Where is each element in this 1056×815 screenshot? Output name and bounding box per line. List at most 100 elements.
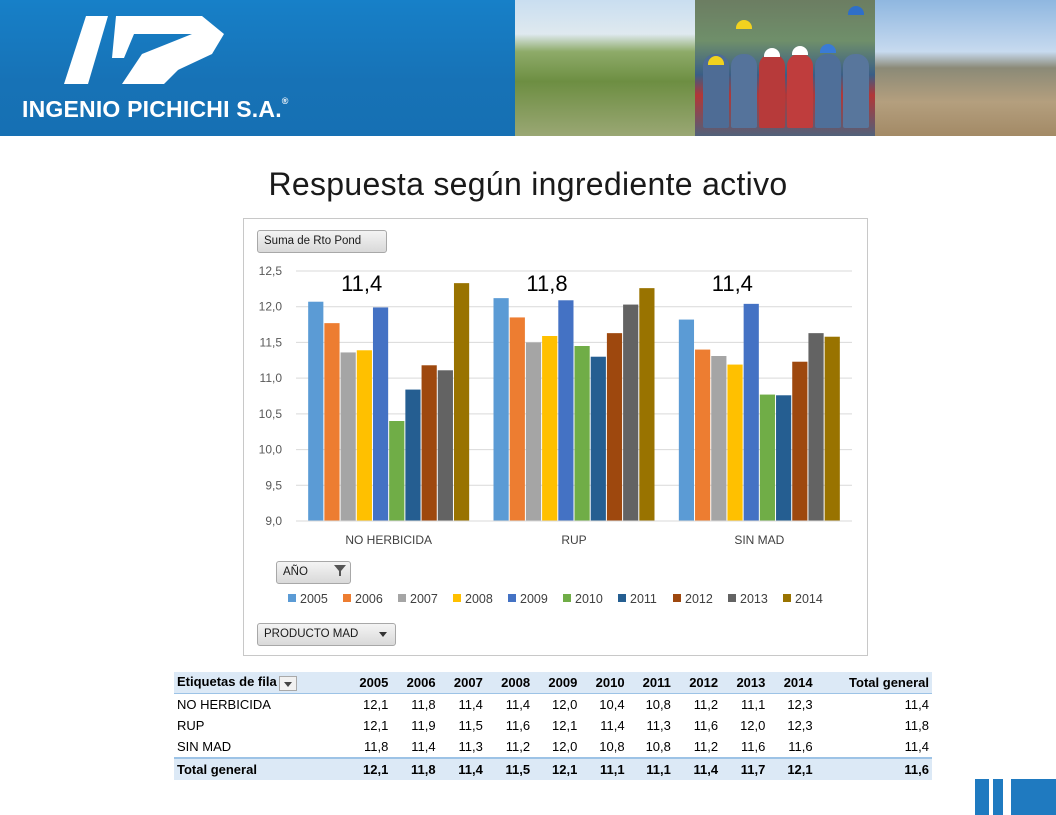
table-cell: 12,3 (787, 718, 813, 734)
bar (606, 333, 623, 521)
legend-label: 2009 (520, 592, 548, 606)
row-label[interactable]: NO HERBICIDA (177, 697, 271, 712)
total-cell: 12,1 (533, 757, 581, 780)
table-cell: 12,1 (363, 718, 389, 734)
column-header: 2012 (673, 672, 722, 694)
table-cell: 11,1 (741, 697, 766, 712)
bar (356, 350, 372, 521)
decor-bar (993, 779, 1003, 815)
company-name: INGENIO PICHICHI S.A.® (22, 96, 289, 123)
total-row-label: Total general (174, 757, 345, 780)
table-cell: 11,5 (458, 718, 483, 734)
table-cell: 11,3 (458, 739, 483, 755)
cane-field-photo (515, 0, 695, 136)
bar (389, 421, 405, 521)
table-cell: 11,9 (411, 718, 436, 734)
group-average-annotation: 11,4 (712, 271, 753, 296)
column-header: 2014 (768, 672, 816, 694)
legend-label: 2005 (300, 592, 328, 606)
bar (678, 319, 695, 521)
total-cell: 11,7 (721, 757, 769, 780)
row-labels-header-text: Etiquetas de fila (177, 674, 277, 690)
y-tick-label: 12,5 (259, 264, 283, 278)
pivot-table: Etiquetas de fila 2005 2006 2007 2008 2009 20… (174, 672, 932, 780)
row-label[interactable]: SIN MAD (177, 739, 232, 755)
table-cell: 11,2 (693, 739, 719, 755)
y-tick-label: 12,0 (259, 300, 283, 314)
pivot-header-row: Etiquetas de fila 2005 2006 2007 2008 2009 20… (174, 672, 932, 694)
bar (743, 303, 759, 521)
bar (437, 370, 453, 521)
legend-label: 2011 (630, 592, 657, 606)
column-header: Total general (815, 672, 932, 694)
table-cell: 11,6 (505, 718, 531, 734)
bar (623, 304, 639, 521)
group-average-annotation: 11,4 (341, 271, 382, 296)
bar (405, 389, 421, 521)
legend-label: 2013 (740, 592, 768, 606)
column-header: 2009 (533, 672, 581, 694)
registered-mark: ® (281, 96, 289, 106)
y-tick-label: 10,5 (259, 407, 283, 421)
table-cell: 12,0 (740, 718, 766, 734)
table-cell: 11,4 (904, 697, 929, 712)
y-tick-label: 9,5 (265, 478, 282, 492)
legend-label: 2014 (795, 592, 823, 606)
column-header: 2007 (438, 672, 486, 694)
year-field-label: AÑO (283, 566, 308, 578)
filter-dropdown-icon[interactable] (278, 675, 297, 691)
table-cell: 12,1 (363, 697, 389, 712)
legend-swatch (673, 594, 681, 602)
bar (711, 356, 727, 521)
harvest-photo (875, 0, 1056, 136)
chevron-down-icon (379, 632, 387, 637)
bar (542, 336, 558, 521)
row-labels-header[interactable]: Etiquetas de fila (174, 672, 345, 694)
column-header: 2010 (580, 672, 628, 694)
total-cell: 11,8 (391, 757, 439, 780)
decor-bar (1011, 779, 1056, 815)
product-field-button[interactable]: PRODUCTO MAD (257, 623, 396, 646)
legend-label: 2012 (685, 592, 713, 606)
total-cell: 12,1 (768, 757, 816, 780)
table-cell: 10,4 (599, 697, 625, 712)
table-cell: 11,8 (411, 697, 436, 712)
table-cell: 11,2 (693, 697, 719, 712)
legend-swatch (563, 594, 571, 602)
filter-icon (334, 565, 346, 576)
table-cell: 11,4 (458, 697, 483, 712)
value-field-button[interactable]: Suma de Rto Pond (257, 230, 387, 253)
pivot-chart[interactable]: Suma de Rto Pond 9,0 9,5 10,0 10,5 11,0 11,5 1… (243, 218, 868, 656)
row-label[interactable]: RUP (177, 718, 205, 734)
bar (695, 349, 711, 521)
y-tick-label: 11,0 (260, 371, 283, 385)
value-field-label: Suma de Rto Pond (264, 235, 362, 247)
bar (493, 298, 509, 521)
year-filter-button[interactable]: AÑO (276, 561, 351, 584)
column-header: 2013 (721, 672, 769, 694)
table-cell: 11,6 (693, 718, 719, 734)
product-field-label: PRODUCTO MAD (264, 628, 359, 640)
bar (808, 333, 824, 521)
bar (590, 356, 606, 521)
legend-swatch (783, 594, 791, 602)
table-row: SIN MAD 11,8 11,4 11,3 11,2 12,0 10,8 10,8 11,2 1… (174, 737, 932, 759)
y-tick-label: 10,0 (259, 443, 283, 457)
bar-chart-plot: 9,0 9,5 10,0 10,5 11,0 11,5 12,0 12,5 NO HERBICI… (259, 264, 852, 547)
slide-title: Respuesta según ingrediente activo (268, 166, 788, 202)
legend-label: 2007 (410, 592, 438, 606)
decor-bar (975, 779, 989, 815)
pivot-total-row: Total general 12,1 11,8 11,4 11,5 12,1 11,1 11… (174, 757, 932, 780)
workers-photo (695, 0, 875, 136)
legend-swatch (508, 594, 516, 602)
bar (824, 336, 840, 521)
table-cell: 10,8 (645, 697, 671, 712)
table-cell: 12,0 (552, 739, 578, 755)
table-cell: 11,8 (904, 718, 929, 734)
bar (558, 300, 574, 521)
table-cell: 10,8 (599, 739, 625, 755)
column-header: 2011 (627, 672, 674, 694)
bar (727, 364, 743, 521)
table-cell: 11,4 (505, 697, 531, 712)
table-cell: 11,2 (505, 739, 531, 755)
